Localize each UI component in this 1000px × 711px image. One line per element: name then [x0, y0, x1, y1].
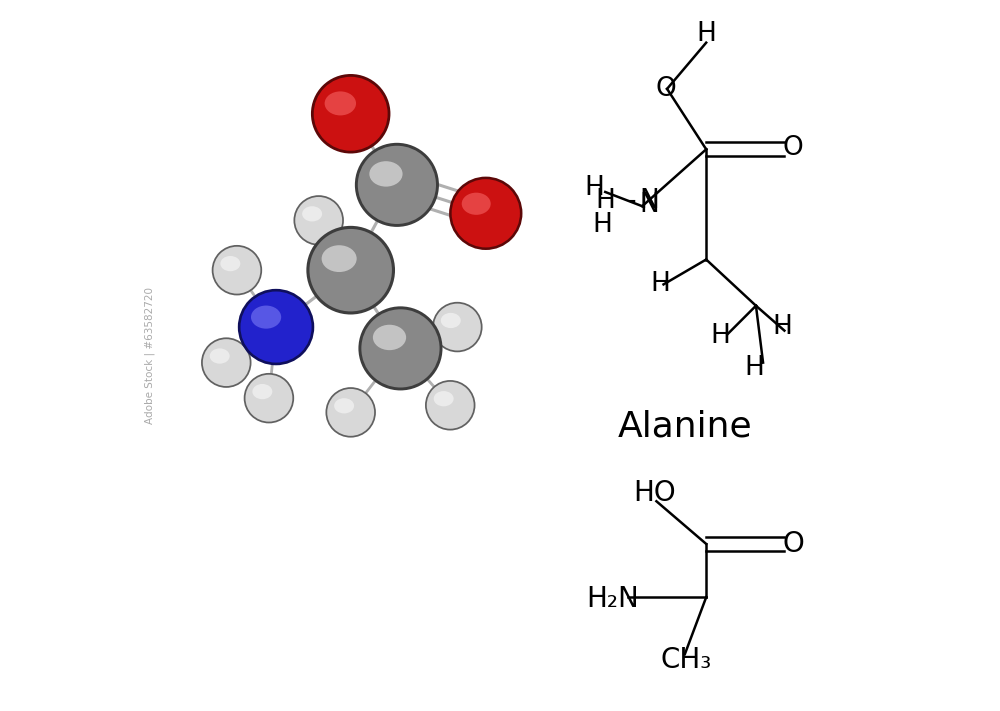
Ellipse shape	[434, 304, 481, 351]
Text: Alanine: Alanine	[618, 410, 752, 444]
Ellipse shape	[244, 373, 294, 423]
Ellipse shape	[203, 339, 250, 386]
Ellipse shape	[293, 196, 344, 245]
Ellipse shape	[325, 387, 376, 437]
Text: H: H	[651, 272, 671, 297]
Ellipse shape	[306, 226, 395, 314]
Ellipse shape	[425, 380, 475, 430]
Ellipse shape	[358, 146, 436, 224]
Ellipse shape	[251, 306, 281, 328]
Ellipse shape	[325, 92, 356, 115]
Text: H: H	[772, 314, 792, 340]
Text: -: -	[627, 188, 636, 213]
Text: HO: HO	[634, 479, 676, 508]
Text: H: H	[745, 355, 764, 380]
Ellipse shape	[314, 77, 388, 151]
Ellipse shape	[210, 348, 230, 363]
Ellipse shape	[213, 247, 260, 294]
Ellipse shape	[245, 375, 292, 422]
Text: H: H	[710, 323, 730, 348]
Text: H: H	[595, 188, 615, 213]
Text: O: O	[655, 76, 676, 102]
Ellipse shape	[432, 302, 483, 352]
Ellipse shape	[462, 193, 491, 215]
Ellipse shape	[358, 306, 442, 390]
Ellipse shape	[452, 179, 520, 247]
Ellipse shape	[441, 313, 461, 328]
Text: H: H	[696, 21, 716, 47]
Text: O: O	[783, 135, 803, 161]
Ellipse shape	[311, 74, 390, 154]
Text: H: H	[592, 212, 612, 237]
Ellipse shape	[309, 229, 392, 311]
Ellipse shape	[238, 289, 314, 365]
Ellipse shape	[334, 398, 354, 413]
Ellipse shape	[373, 325, 406, 350]
Ellipse shape	[361, 309, 440, 387]
Ellipse shape	[355, 143, 439, 227]
Ellipse shape	[322, 245, 357, 272]
Text: H: H	[585, 175, 605, 201]
Ellipse shape	[449, 176, 522, 250]
Ellipse shape	[327, 389, 374, 436]
Text: Adobe Stock | #63582720: Adobe Stock | #63582720	[145, 287, 155, 424]
Ellipse shape	[240, 292, 312, 363]
Ellipse shape	[434, 391, 454, 406]
Ellipse shape	[220, 256, 240, 271]
Ellipse shape	[201, 338, 251, 387]
Ellipse shape	[252, 384, 272, 399]
Ellipse shape	[302, 206, 322, 221]
Ellipse shape	[369, 161, 403, 186]
Text: N: N	[639, 188, 659, 213]
Text: H₂N: H₂N	[586, 584, 639, 613]
Ellipse shape	[295, 197, 342, 244]
Text: CH₃: CH₃	[661, 646, 712, 674]
Text: O: O	[782, 530, 804, 558]
Ellipse shape	[212, 245, 262, 295]
Ellipse shape	[427, 382, 474, 429]
Text: N: N	[639, 192, 659, 218]
